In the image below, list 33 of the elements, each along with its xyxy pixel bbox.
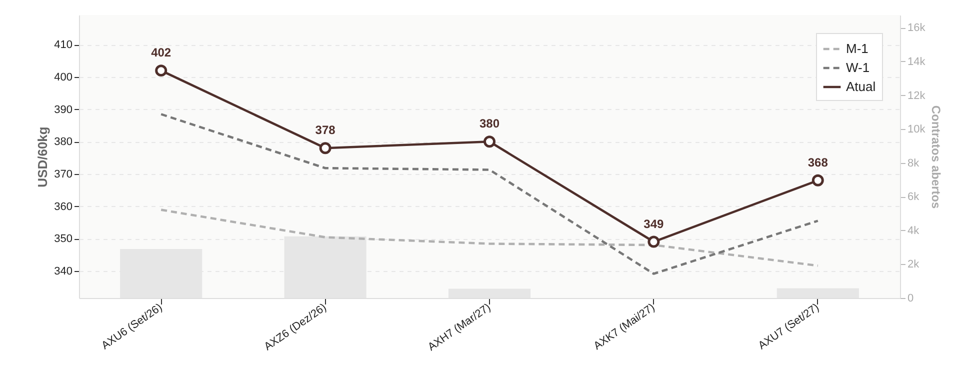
y2-tick-label: 0 [908, 292, 914, 304]
data-label: 402 [151, 46, 172, 60]
y-tick-label: 400 [54, 72, 72, 84]
y2-tick-label: 12k [908, 90, 926, 102]
y2-tick-label: 10k [908, 124, 926, 136]
y-tick-label: 370 [54, 168, 72, 180]
y-tick-label: 410 [54, 39, 72, 52]
point [484, 136, 496, 148]
y-axis-title: USD/60kg [35, 126, 50, 188]
y-tick-label: 390 [54, 104, 72, 116]
data-label: 368 [808, 155, 828, 170]
y-tick-label: 350 [54, 233, 72, 246]
legend-label: M-1 [846, 41, 868, 56]
y2-tick-label: 8k [908, 157, 920, 170]
point [648, 236, 660, 248]
y2-tick-label: 6k [908, 191, 920, 204]
y2-tick-label: 4k [908, 224, 920, 237]
y2-tick-label: 14k [908, 56, 926, 68]
line-series [160, 208, 820, 267]
point [319, 142, 332, 154]
y-tick-label: 360 [54, 200, 72, 213]
y2-tick-label: 16k [908, 22, 926, 34]
point [812, 174, 824, 186]
legend-label: W-1 [846, 60, 870, 75]
data-label: 349 [644, 216, 664, 231]
y2-axis-title: Contratos abertos [929, 105, 944, 209]
y2-tick-label: 2k [908, 258, 920, 271]
legend-label: Atual [846, 79, 876, 94]
point [155, 64, 168, 77]
data-label: 378 [315, 123, 336, 138]
y-tick-label: 380 [54, 136, 72, 148]
data-label: 380 [479, 116, 500, 131]
y-tick-label: 340 [54, 265, 72, 278]
